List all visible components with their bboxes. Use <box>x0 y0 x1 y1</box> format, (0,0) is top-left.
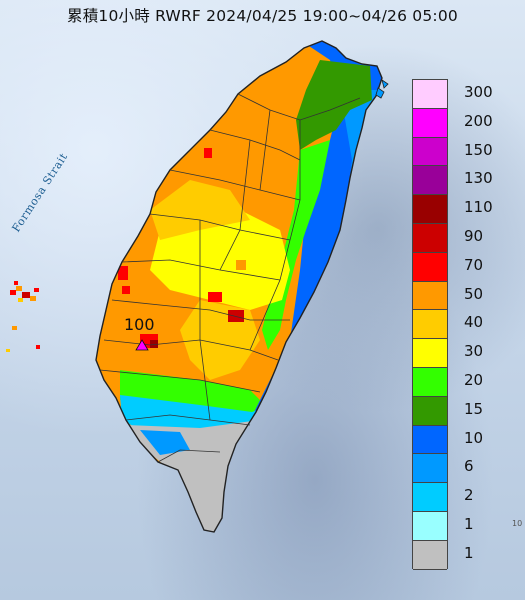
legend-label: 110 <box>464 198 493 217</box>
legend-label: 40 <box>464 313 484 332</box>
legend-label: 10 <box>464 428 484 447</box>
legend-swatch <box>413 137 447 167</box>
legend-label: 20 <box>464 371 484 389</box>
legend-label: 15 <box>464 399 484 418</box>
legend-swatch <box>413 166 447 196</box>
legend-swatch <box>413 483 447 512</box>
legend-label: 150 <box>464 140 493 159</box>
legend-label: 2 <box>464 486 474 505</box>
legend-swatch <box>413 368 447 397</box>
island-outline <box>95 40 383 533</box>
legend-label: 1 <box>464 515 474 533</box>
legend-swatch <box>413 310 447 340</box>
legend-label: 30 <box>464 342 484 361</box>
legend-swatch <box>413 80 447 109</box>
legend-label: 50 <box>464 284 484 303</box>
offshore-island <box>381 79 389 89</box>
legend-swatch <box>413 339 447 368</box>
legend-swatch <box>413 512 447 541</box>
map-edge-label: 10 <box>512 519 523 528</box>
legend-swatch <box>413 108 447 138</box>
offshore-island <box>375 87 385 99</box>
legend-swatch <box>413 454 447 484</box>
peak-marker-icon <box>135 339 149 351</box>
legend-swatch <box>413 252 447 282</box>
legend-swatch <box>413 195 447 224</box>
rainfall-legend <box>412 79 448 570</box>
legend-label: 1 <box>464 543 474 562</box>
legend-swatch <box>413 224 447 253</box>
legend-swatch <box>413 425 447 455</box>
legend-label: 6 <box>464 457 474 476</box>
island-rainfall <box>96 41 382 532</box>
county-boundaries <box>99 93 361 463</box>
peak-value-label: 100 <box>124 315 155 334</box>
legend-label: 90 <box>464 227 484 245</box>
legend-swatch <box>413 540 447 570</box>
legend-label: 200 <box>464 111 493 130</box>
offshore-rain-specks <box>6 281 40 352</box>
legend-label: 130 <box>464 169 493 188</box>
legend-label: 300 <box>464 83 493 101</box>
legend-swatch <box>413 281 447 311</box>
map-title: 累積10小時 RWRF 2024/04/25 19:00~04/26 05:00 <box>67 7 458 25</box>
legend-swatch <box>413 396 447 426</box>
legend-label: 70 <box>464 255 484 274</box>
